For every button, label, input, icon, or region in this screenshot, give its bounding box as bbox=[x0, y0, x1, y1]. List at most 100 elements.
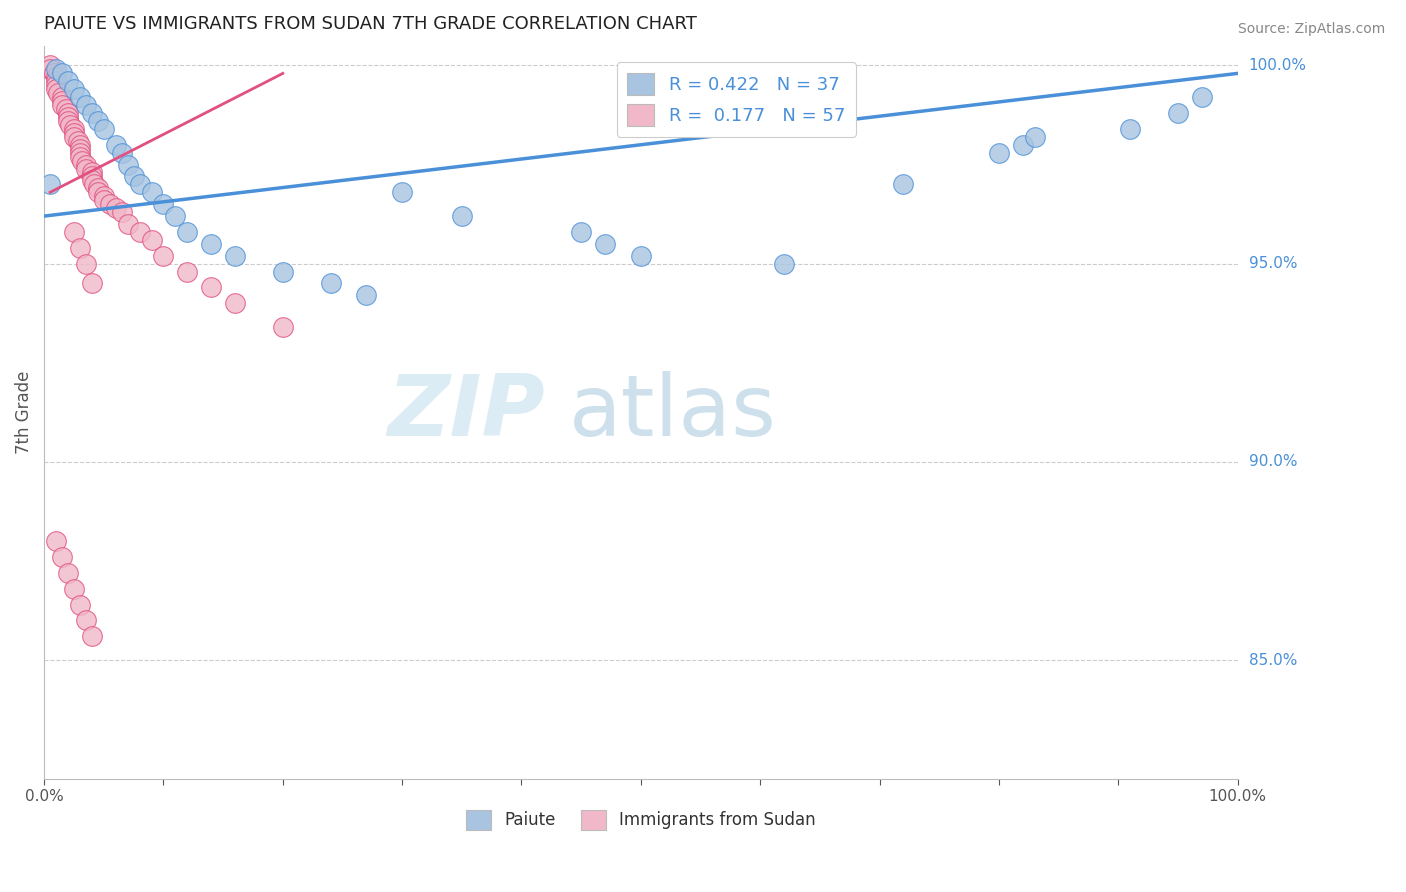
Point bbox=[111, 145, 134, 160]
Point bbox=[80, 169, 103, 184]
Point bbox=[200, 280, 222, 294]
Point bbox=[630, 249, 652, 263]
Point bbox=[59, 118, 82, 132]
Point bbox=[93, 122, 115, 136]
Point bbox=[1024, 129, 1046, 144]
Point bbox=[224, 296, 246, 310]
Point bbox=[69, 241, 91, 255]
Point bbox=[80, 165, 103, 179]
Point bbox=[569, 225, 592, 239]
Point bbox=[271, 264, 294, 278]
Point bbox=[356, 288, 378, 302]
Point bbox=[391, 186, 413, 200]
Point bbox=[319, 277, 342, 291]
Point bbox=[39, 62, 62, 77]
Point bbox=[45, 74, 67, 88]
Point bbox=[593, 236, 616, 251]
Point bbox=[104, 137, 127, 152]
Point bbox=[1191, 90, 1213, 104]
Point bbox=[75, 257, 97, 271]
Point bbox=[51, 66, 73, 80]
Point bbox=[128, 178, 150, 192]
Point bbox=[51, 549, 73, 564]
Point bbox=[80, 106, 103, 120]
Point bbox=[75, 98, 97, 112]
Point bbox=[224, 249, 246, 263]
Text: 90.0%: 90.0% bbox=[1249, 454, 1298, 469]
Point bbox=[51, 90, 73, 104]
Point bbox=[83, 178, 105, 192]
Text: PAIUTE VS IMMIGRANTS FROM SUDAN 7TH GRADE CORRELATION CHART: PAIUTE VS IMMIGRANTS FROM SUDAN 7TH GRAD… bbox=[44, 15, 697, 33]
Point bbox=[117, 217, 139, 231]
Point bbox=[56, 106, 79, 120]
Point bbox=[72, 153, 94, 168]
Point bbox=[69, 142, 91, 156]
Point bbox=[200, 236, 222, 251]
Point bbox=[39, 178, 62, 192]
Text: 95.0%: 95.0% bbox=[1249, 256, 1298, 271]
Point bbox=[450, 209, 472, 223]
Point bbox=[93, 189, 115, 203]
Point bbox=[80, 629, 103, 643]
Point bbox=[122, 169, 145, 184]
Point bbox=[42, 66, 65, 80]
Point bbox=[87, 186, 110, 200]
Point bbox=[69, 145, 91, 160]
Text: 85.0%: 85.0% bbox=[1249, 653, 1296, 667]
Point bbox=[987, 145, 1010, 160]
Point bbox=[45, 62, 67, 77]
Point bbox=[1119, 122, 1142, 136]
Point bbox=[87, 181, 110, 195]
Point bbox=[63, 129, 86, 144]
Point bbox=[63, 82, 86, 96]
Point bbox=[176, 225, 198, 239]
Point bbox=[63, 126, 86, 140]
Point bbox=[45, 82, 67, 96]
Point bbox=[117, 157, 139, 171]
Point bbox=[45, 70, 67, 85]
Point bbox=[128, 225, 150, 239]
Point bbox=[63, 582, 86, 596]
Point bbox=[93, 193, 115, 207]
Point bbox=[1011, 137, 1033, 152]
Text: Source: ZipAtlas.com: Source: ZipAtlas.com bbox=[1237, 22, 1385, 37]
Point bbox=[66, 134, 89, 148]
Point bbox=[75, 613, 97, 627]
Point bbox=[165, 209, 187, 223]
Point bbox=[45, 534, 67, 549]
Point bbox=[55, 102, 77, 116]
Point bbox=[104, 201, 127, 215]
Point bbox=[111, 205, 134, 219]
Text: 100.0%: 100.0% bbox=[1249, 58, 1306, 73]
Point bbox=[51, 94, 73, 108]
Point bbox=[80, 173, 103, 187]
Legend: Paiute, Immigrants from Sudan: Paiute, Immigrants from Sudan bbox=[460, 803, 823, 837]
Point bbox=[39, 58, 62, 72]
Point bbox=[75, 161, 97, 176]
Point bbox=[152, 197, 174, 211]
Point bbox=[48, 87, 70, 101]
Point bbox=[45, 78, 67, 93]
Point bbox=[56, 566, 79, 580]
Point bbox=[69, 90, 91, 104]
Point bbox=[56, 114, 79, 128]
Y-axis label: 7th Grade: 7th Grade bbox=[15, 370, 32, 454]
Point bbox=[176, 264, 198, 278]
Point bbox=[893, 178, 915, 192]
Point bbox=[69, 598, 91, 612]
Point bbox=[69, 150, 91, 164]
Point bbox=[141, 233, 163, 247]
Point bbox=[56, 110, 79, 124]
Point bbox=[63, 225, 86, 239]
Point bbox=[773, 257, 796, 271]
Point bbox=[56, 74, 79, 88]
Point bbox=[141, 186, 163, 200]
Point bbox=[51, 98, 73, 112]
Point bbox=[152, 249, 174, 263]
Text: atlas: atlas bbox=[569, 371, 778, 454]
Point bbox=[69, 137, 91, 152]
Point bbox=[87, 114, 110, 128]
Point bbox=[75, 157, 97, 171]
Point bbox=[271, 320, 294, 334]
Text: ZIP: ZIP bbox=[388, 371, 546, 454]
